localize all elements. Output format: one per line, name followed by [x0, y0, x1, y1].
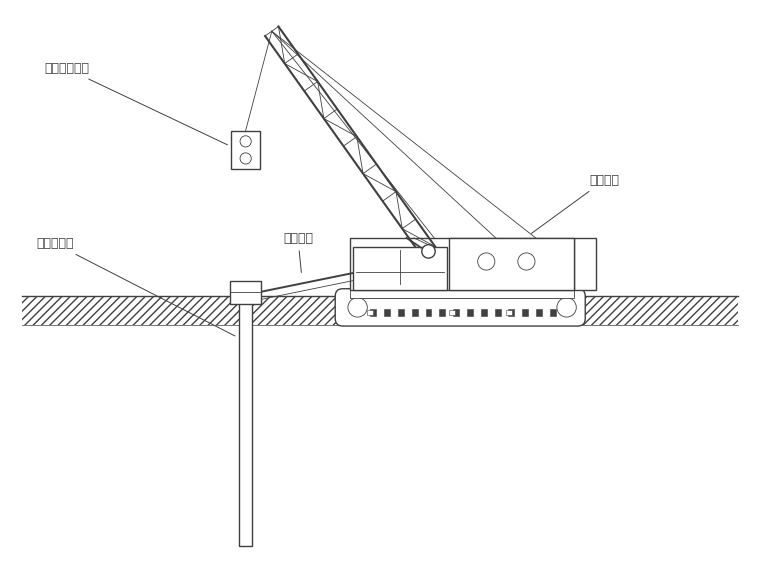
Bar: [367, 310, 373, 315]
Circle shape: [240, 153, 252, 164]
Circle shape: [518, 253, 535, 270]
Bar: [398, 309, 404, 316]
Bar: [453, 309, 459, 316]
Bar: [22, 296, 738, 324]
Bar: [449, 310, 454, 315]
Bar: [230, 281, 261, 304]
Circle shape: [348, 298, 367, 317]
Bar: [495, 309, 501, 316]
FancyBboxPatch shape: [335, 289, 585, 326]
Bar: [439, 309, 445, 316]
Text: 电动振动框锤: 电动振动框锤: [44, 62, 227, 145]
Bar: [232, 131, 260, 169]
Bar: [426, 309, 432, 316]
Bar: [549, 309, 556, 316]
Text: 长臂挖机: 长臂挖机: [531, 174, 619, 233]
Bar: [448, 238, 574, 290]
Bar: [412, 309, 418, 316]
Bar: [522, 309, 528, 316]
Circle shape: [557, 298, 576, 317]
Bar: [239, 296, 252, 546]
Bar: [384, 309, 390, 316]
Bar: [481, 309, 486, 316]
Bar: [536, 309, 542, 316]
Bar: [505, 310, 511, 315]
Circle shape: [422, 245, 435, 258]
Circle shape: [240, 136, 252, 147]
Text: 辅助导向框: 辅助导向框: [36, 238, 235, 336]
Circle shape: [478, 253, 495, 270]
Text: 导向搞梁: 导向搞梁: [283, 232, 313, 272]
Bar: [574, 238, 597, 290]
Bar: [350, 238, 574, 290]
Bar: [353, 247, 447, 290]
Bar: [370, 309, 376, 316]
Bar: [350, 290, 574, 298]
Bar: [467, 309, 473, 316]
Bar: [508, 309, 515, 316]
